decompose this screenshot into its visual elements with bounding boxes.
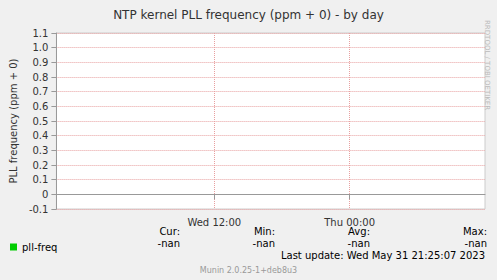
svg-text:-nan: -nan [465,238,487,249]
svg-text:0.2: 0.2 [33,160,49,171]
svg-text:-nan: -nan [253,238,275,249]
svg-text:0.8: 0.8 [33,72,49,83]
svg-text:0.4: 0.4 [33,130,49,141]
svg-text:PLL frequency (ppm + 0): PLL frequency (ppm + 0) [8,58,19,183]
svg-text:RRDTOOL / TOBI OETIKER: RRDTOOL / TOBI OETIKER [483,20,491,110]
svg-text:Avg:: Avg: [348,225,370,237]
svg-text:0.5: 0.5 [33,116,49,127]
svg-text:-0.1: -0.1 [29,204,49,215]
svg-text:Thu 00:00: Thu 00:00 [323,217,375,228]
svg-text:0.1: 0.1 [33,174,49,185]
svg-text:0.7: 0.7 [33,86,49,97]
svg-text:1.0: 1.0 [33,42,49,53]
svg-text:0.6: 0.6 [33,101,49,112]
svg-text:NTP kernel PLL frequency (ppm: NTP kernel PLL frequency (ppm + 0) - by … [113,8,384,22]
svg-text:pll-freq: pll-freq [22,242,57,253]
svg-text:1.1: 1.1 [33,28,49,39]
svg-text:0.9: 0.9 [33,57,49,68]
svg-text:-nan: -nan [158,238,180,249]
svg-text:Min:: Min: [254,226,275,237]
svg-text:Wed 12:00: Wed 12:00 [187,217,241,228]
svg-text:Munin 2.0.25-1+deb8u3: Munin 2.0.25-1+deb8u3 [200,266,297,275]
svg-text:0.3: 0.3 [33,145,49,156]
svg-text:-nan: -nan [348,238,370,249]
svg-text:0: 0 [42,189,48,200]
svg-text:Max:: Max: [463,226,487,237]
svg-text:Cur:: Cur: [159,226,180,237]
svg-text:Last update: Wed May 31 21:25:: Last update: Wed May 31 21:25:07 2023 [281,250,485,261]
